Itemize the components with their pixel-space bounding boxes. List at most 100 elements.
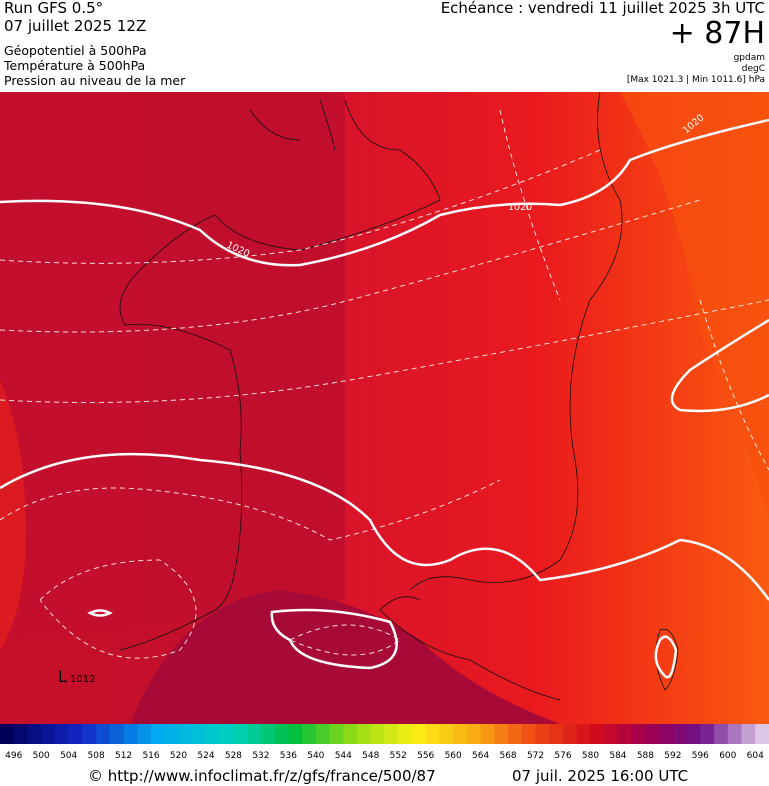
- map: 1020 1020 1020 L 1012: [0, 91, 769, 724]
- color-swatch: [672, 724, 688, 744]
- color-bar-label: 508: [88, 751, 105, 761]
- color-swatch: [96, 724, 111, 744]
- isobar-label: 1020: [508, 202, 532, 213]
- footer: © http://www.infoclimat.fr/z/gfs/france/…: [88, 767, 688, 785]
- color-swatch: [411, 724, 427, 744]
- field: Température à 500hPa: [3, 58, 145, 73]
- color-swatch: [631, 724, 646, 744]
- color-swatch: [398, 724, 413, 744]
- low-value: 1012: [70, 674, 95, 685]
- color-bar-label: 516: [142, 751, 159, 761]
- color-swatch: [274, 724, 289, 744]
- color-swatch: [384, 724, 399, 744]
- color-swatch: [714, 724, 729, 744]
- shade: [620, 92, 769, 520]
- color-bar: 496 500 504 508 512 516 520 524 528 532 536 540 544 5…: [0, 724, 769, 761]
- color-swatch: [617, 724, 633, 744]
- color-swatch: [315, 724, 331, 744]
- color-swatch: [41, 724, 56, 744]
- color-bar-label: 512: [115, 751, 132, 761]
- color-swatch: [508, 724, 523, 744]
- color-swatch: [164, 724, 180, 744]
- color-bar-label: 496: [5, 751, 22, 761]
- color-bar-label: 584: [609, 751, 626, 761]
- forecast-time: Echéance : vendredi 11 juillet 2025 3h U…: [441, 0, 765, 17]
- shade: [0, 92, 345, 640]
- color-swatch: [480, 724, 495, 744]
- color-swatch: [343, 724, 358, 744]
- color-swatch: [576, 724, 591, 744]
- isobars: [0, 118, 769, 679]
- header: Run GFS 0.5° 07 juillet 2025 12Z Géopote…: [3, 0, 765, 88]
- color-swatch: [13, 724, 28, 744]
- color-swatch: [370, 724, 385, 744]
- color-swatch: [27, 724, 42, 744]
- source: © http://www.infoclimat.fr/z/gfs/france/…: [88, 767, 436, 785]
- color-swatch: [0, 724, 15, 744]
- color-swatch: [109, 724, 125, 744]
- shade: [0, 380, 26, 650]
- color-bar-label: 588: [637, 751, 654, 761]
- unit: degC: [742, 64, 765, 74]
- color-swatch: [563, 724, 578, 744]
- color-swatch: [453, 724, 468, 744]
- color-bar-label: 564: [472, 751, 489, 761]
- shade: [130, 590, 560, 724]
- run-date: 07 juillet 2025 12Z: [4, 17, 146, 35]
- color-bar-label: 520: [170, 751, 187, 761]
- color-swatch: [178, 724, 193, 744]
- color-bar-label: 604: [747, 751, 764, 761]
- color-bar-label: 528: [225, 751, 242, 761]
- color-swatch: [137, 724, 152, 744]
- color-bar-label: 544: [335, 751, 352, 761]
- color-bar-label: 568: [499, 751, 516, 761]
- color-swatch: [68, 724, 83, 744]
- color-swatch: [123, 724, 138, 744]
- color-swatch: [700, 724, 715, 744]
- lead-time: + 87H: [670, 16, 765, 51]
- color-bar-label: 540: [307, 751, 324, 761]
- color-swatch: [549, 724, 564, 744]
- color-bar-label: 548: [362, 751, 379, 761]
- color-bar-label: 524: [197, 751, 214, 761]
- color-bar-label: 580: [582, 751, 599, 761]
- color-swatch: [233, 724, 248, 744]
- color-swatch: [590, 724, 605, 744]
- color-swatch: [288, 724, 303, 744]
- color-bar-label: 556: [417, 751, 434, 761]
- color-swatch: [604, 724, 619, 744]
- coastline: [119, 91, 679, 701]
- color-bar-label: 572: [527, 751, 544, 761]
- low-symbol: L: [58, 667, 67, 686]
- color-swatch: [260, 724, 276, 744]
- color-swatch: [439, 724, 454, 744]
- color-bar-label: 536: [280, 751, 297, 761]
- pressure-range: [Max 1021.3 | Min 1011.6] hPa: [627, 75, 765, 85]
- color-swatch: [645, 724, 660, 744]
- color-swatch: [357, 724, 372, 744]
- color-bar-label: 504: [60, 751, 77, 761]
- color-bar-label: 560: [445, 751, 462, 761]
- color-swatch: [521, 724, 537, 744]
- color-swatch: [247, 724, 262, 744]
- color-swatch: [219, 724, 234, 744]
- color-bar-label: 532: [252, 751, 269, 761]
- color-swatch: [686, 724, 701, 744]
- color-swatch: [727, 724, 743, 744]
- valid-time: 07 juil. 2025 16:00 UTC: [512, 767, 688, 785]
- color-bar-label: 552: [390, 751, 407, 761]
- color-swatch: [329, 724, 344, 744]
- field: Géopotentiel à 500hPa: [4, 43, 147, 58]
- color-bar-label: 500: [33, 751, 50, 761]
- color-swatch: [494, 724, 509, 744]
- color-bar-label: 576: [554, 751, 571, 761]
- color-swatch: [205, 724, 221, 744]
- color-swatch: [151, 724, 166, 744]
- color-swatch: [54, 724, 70, 744]
- field: Pression au niveau de la mer: [4, 73, 186, 88]
- color-swatch: [425, 724, 440, 744]
- color-swatch: [192, 724, 207, 744]
- color-swatch: [741, 724, 756, 744]
- color-bar-label: 600: [719, 751, 736, 761]
